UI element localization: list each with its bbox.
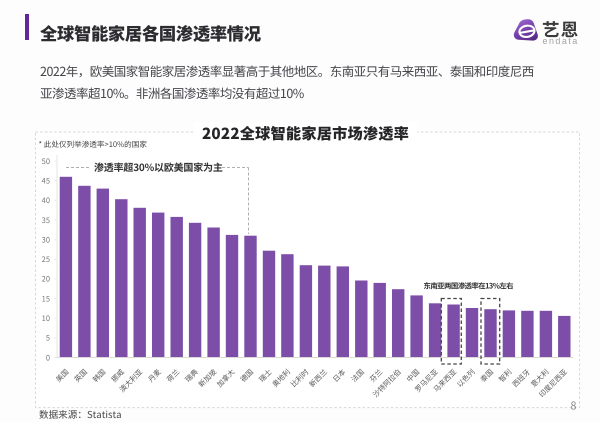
- svg-text:30: 30: [42, 235, 50, 246]
- svg-text:韩国: 韩国: [91, 367, 108, 384]
- svg-text:数据来源：Statista: 数据来源：Statista: [39, 407, 121, 421]
- svg-text:10: 10: [42, 313, 50, 324]
- svg-text:5: 5: [46, 333, 50, 344]
- svg-text:日本: 日本: [331, 367, 348, 384]
- svg-text:美国: 美国: [54, 367, 71, 384]
- svg-text:英国: 英国: [72, 367, 89, 384]
- svg-text:东南亚两国渗透率在13%左右: 东南亚两国渗透率在13%左右: [424, 281, 514, 292]
- svg-text:新加坡: 新加坡: [197, 367, 219, 389]
- svg-text:西班牙: 西班牙: [510, 367, 532, 389]
- svg-text:20: 20: [42, 274, 50, 285]
- svg-text:8: 8: [570, 398, 576, 414]
- svg-text:渗透率超30%以欧美国家为主: 渗透率超30%以欧美国家为主: [94, 159, 223, 174]
- svg-text:丹麦: 丹麦: [146, 367, 163, 384]
- svg-text:泰国: 泰国: [479, 367, 496, 384]
- svg-text:新西兰: 新西兰: [307, 367, 329, 389]
- svg-text:德国: 德国: [239, 367, 256, 384]
- svg-text:* 此处仅列举渗透率>10%的国家: * 此处仅列举渗透率>10%的国家: [39, 139, 148, 150]
- svg-text:25: 25: [42, 254, 50, 265]
- svg-text:40: 40: [42, 195, 50, 206]
- svg-text:法国: 法国: [349, 367, 366, 384]
- svg-text:45: 45: [42, 176, 50, 187]
- svg-text:加拿大: 加拿大: [215, 367, 237, 389]
- svg-text:0: 0: [46, 352, 50, 363]
- svg-text:35: 35: [42, 215, 50, 226]
- svg-text:奥地利: 奥地利: [270, 367, 292, 389]
- svg-text:50: 50: [42, 156, 50, 167]
- svg-text:15: 15: [42, 293, 50, 304]
- svg-text:以色列: 以色列: [455, 367, 477, 389]
- svg-text:比利时: 比利时: [289, 367, 311, 389]
- svg-text:荷兰: 荷兰: [165, 367, 182, 384]
